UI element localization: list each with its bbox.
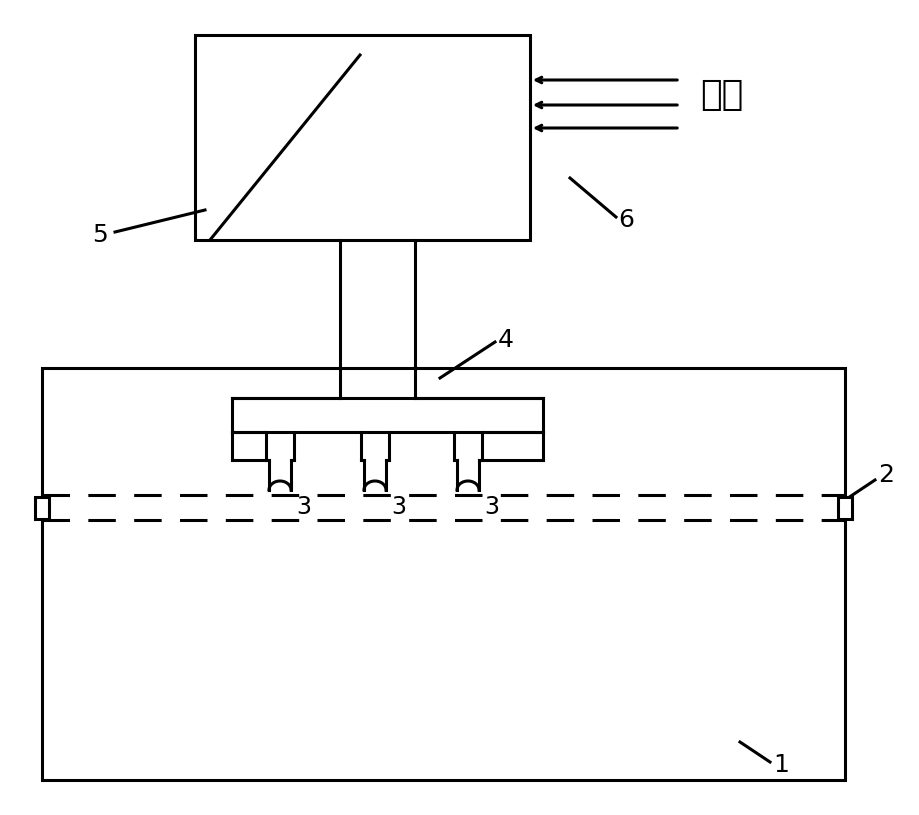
Text: 4: 4 — [497, 328, 514, 352]
Bar — [195, 35, 529, 240]
Text: 6: 6 — [618, 208, 633, 232]
Text: 3: 3 — [391, 495, 405, 519]
Text: 5: 5 — [92, 223, 108, 247]
Bar — [837, 496, 851, 518]
Text: 3: 3 — [483, 495, 498, 519]
Text: 空气: 空气 — [699, 78, 743, 112]
Text: 1: 1 — [772, 753, 788, 777]
Text: 2: 2 — [877, 463, 893, 487]
Text: 3: 3 — [296, 495, 311, 519]
Bar — [42, 368, 844, 780]
Bar — [35, 496, 49, 518]
